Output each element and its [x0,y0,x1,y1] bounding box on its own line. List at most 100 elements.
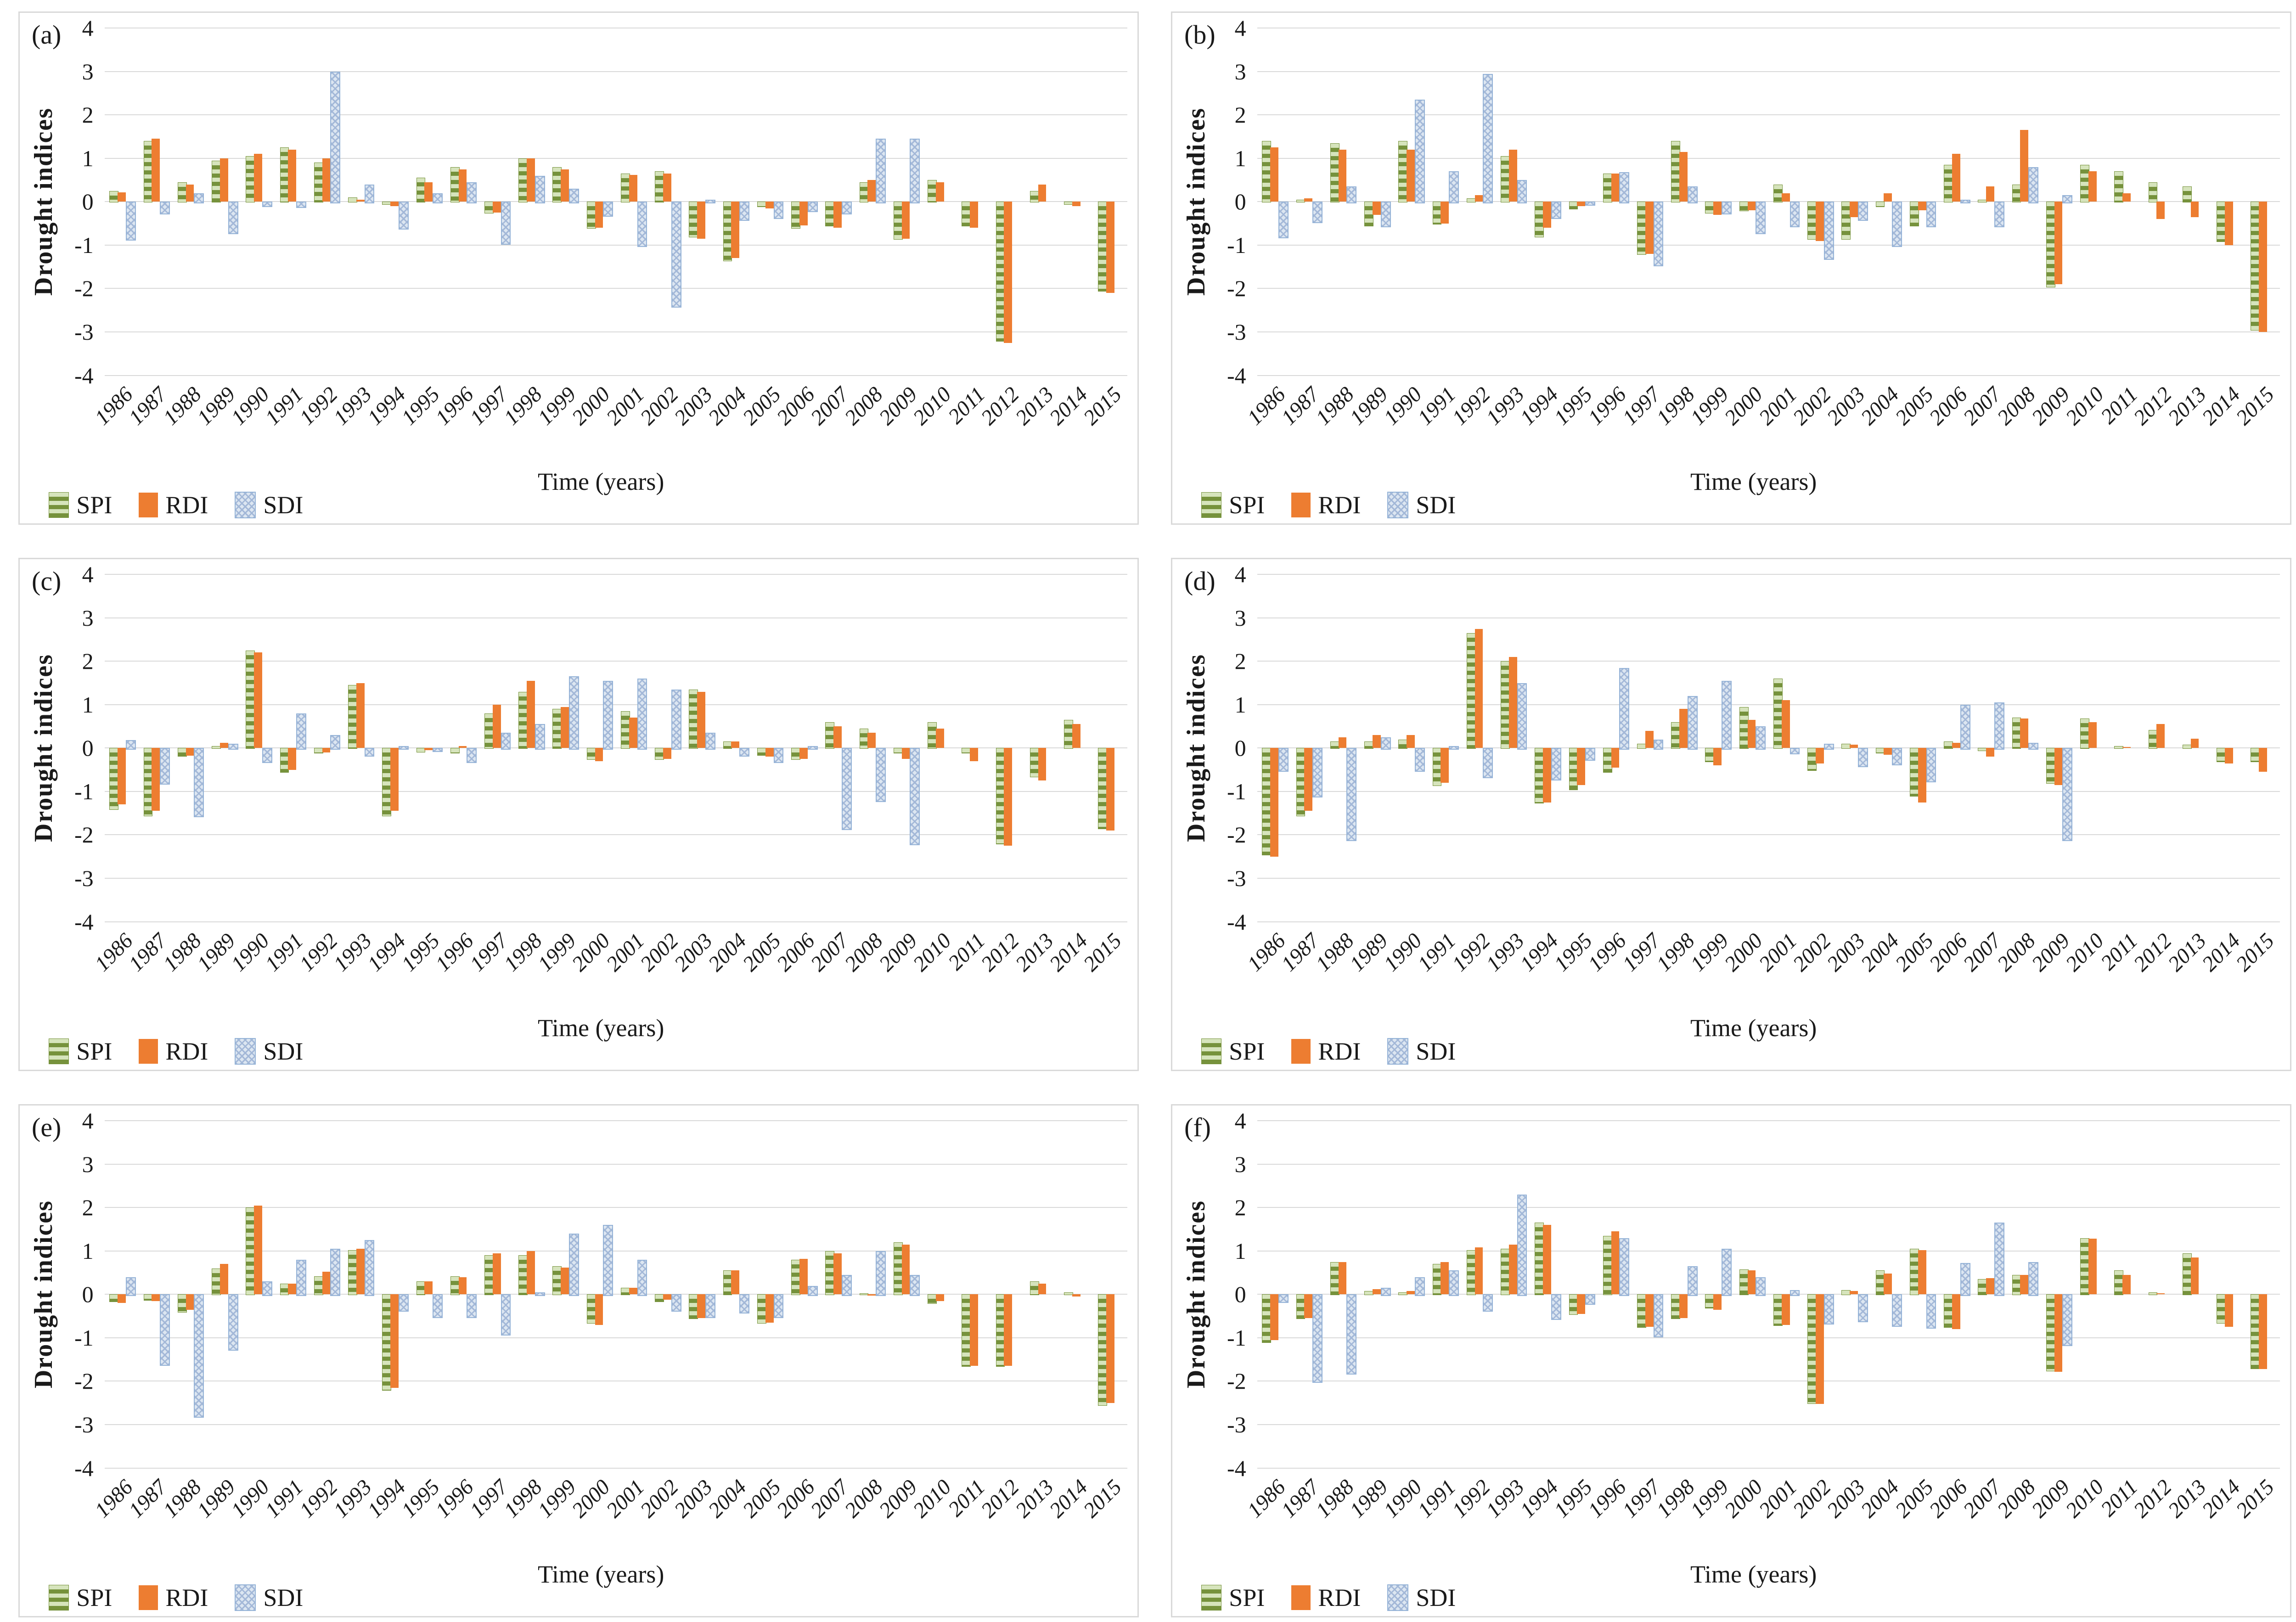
legend-item-sdi: SDI [235,1037,303,1066]
plot-area [1257,574,2280,922]
y-tick-label: -3 [1227,865,1246,891]
rdi-bar-1991 [1441,748,1449,783]
sdi-bar-1995 [433,748,443,752]
rdi-swatch-icon [1291,1585,1311,1611]
x-tick-label-1987: 1987 [124,929,172,977]
sdi-bar-2007 [1994,1223,2004,1296]
legend: SPI RDI SDI [1201,491,1456,519]
rdi-bar-1986 [1270,1294,1278,1340]
sdi-bar-2009 [910,139,920,204]
rdi-bar-2001 [1781,193,1790,202]
x-tick-label-2015: 2015 [2231,1475,2279,1523]
legend-label: SPI [76,491,113,519]
spi-bar-2003 [1841,202,1851,240]
gridline [1257,1424,2280,1425]
rdi-bar-1988 [1338,737,1347,748]
sdi-bar-1998 [535,175,545,204]
rdi-bar-1990 [1407,1291,1415,1295]
sdi-bar-1986 [1278,1294,1289,1303]
sdi-bar-2004 [739,1294,750,1314]
x-tick-label-1987: 1987 [1277,382,1324,430]
sdi-bar-1988 [1346,748,1357,841]
rdi-bar-2012 [2156,1293,2165,1295]
rdi-bar-2000 [595,748,603,761]
legend-item-rdi: RDI [1291,1583,1361,1612]
sdi-bar-2008 [2028,743,2039,750]
sdi-bar-2003 [705,1294,715,1318]
spi-swatch-icon [49,492,69,518]
rdi-bar-1998 [527,158,535,202]
sdi-bar-1987 [160,748,170,785]
spi-bar-2006 [791,1259,800,1296]
sdi-bar-2006 [807,1285,818,1296]
rdi-bar-1986 [118,748,126,805]
sdi-swatch-icon [235,1584,256,1611]
spi-bar-1989 [212,746,221,749]
spi-bar-2015 [1098,748,1108,830]
chart-panel-a: (a) Drought indices 4 3 2 1 0 -1 -2 -3 -4 1986 1987 1… [18,11,1139,525]
panel-letter: (f) [1184,1112,1211,1142]
rdi-bar-2005 [1918,1250,1926,1295]
legend: SPI RDI SDI [1201,1583,1456,1612]
y-tick-label: -1 [1227,1325,1246,1351]
rdi-bar-1992 [322,748,331,752]
plot-area [104,28,1128,376]
rdi-bar-2007 [1986,748,1994,757]
spi-bar-1997 [1637,1294,1646,1328]
zero-gridline [104,201,1128,202]
x-tick-label-2008: 2008 [840,382,888,430]
rdi-bar-2014 [2224,202,2233,245]
gridline [1257,1207,2280,1208]
rdi-bar-1998 [1679,152,1688,202]
sdi-bar-1987 [1312,1294,1323,1383]
gridline [104,1207,1128,1208]
x-tick-label-2008: 2008 [840,929,888,977]
gridline [104,244,1128,246]
spi-bar-1989 [212,1268,221,1296]
sdi-bar-2000 [1756,726,1766,750]
y-tick-label: 1 [1234,691,1246,718]
gridline [104,574,1128,575]
spi-bar-2011 [2114,171,2124,203]
rdi-bar-1991 [288,150,297,202]
rdi-bar-1990 [254,154,262,202]
x-tick-label-1991: 1991 [1413,929,1461,977]
sdi-bar-1998 [1687,1266,1698,1296]
sdi-bar-1990 [1414,100,1425,204]
gridline [104,617,1128,618]
gridline [1257,375,2280,376]
spi-bar-2015 [2251,748,2260,762]
sdi-bar-2002 [1823,1294,1834,1325]
gridline [1257,288,2280,289]
spi-bar-1998 [1671,722,1681,749]
zero-gridline [104,747,1128,749]
x-tick-label-1991: 1991 [260,929,308,977]
y-tick-label: -3 [1227,319,1246,345]
rdi-bar-2013 [2190,202,2199,217]
x-tick-label-2011: 2011 [943,382,990,429]
rdi-bar-2009 [901,748,910,759]
legend: SPI RDI SDI [49,1583,303,1612]
legend-item-rdi: RDI [139,1583,208,1612]
sdi-bar-2001 [1790,1290,1800,1296]
rdi-bar-2003 [697,691,706,748]
gridline [104,114,1128,116]
x-tick-label-2012: 2012 [976,929,1024,977]
rdi-bar-2000 [1747,1270,1756,1295]
gridline [1257,114,2280,116]
sdi-bar-1989 [1380,737,1391,750]
sdi-bar-2003 [1858,748,1868,768]
y-tick-label: 4 [1234,561,1246,588]
spi-bar-2002 [655,748,664,760]
rdi-bar-2011 [2122,1274,2131,1295]
y-tick-label: 3 [1234,1151,1246,1177]
sdi-bar-1987 [1312,202,1323,223]
sdi-bar-2005 [773,748,784,763]
sdi-bar-1991 [296,202,306,208]
sdi-bar-1990 [262,1281,272,1296]
sdi-bar-1992 [1483,748,1493,778]
sdi-swatch-icon [1387,1584,1409,1611]
sdi-bar-1990 [1414,1277,1425,1296]
legend-label: RDI [165,1584,208,1612]
rdi-bar-2008 [2020,718,2029,748]
